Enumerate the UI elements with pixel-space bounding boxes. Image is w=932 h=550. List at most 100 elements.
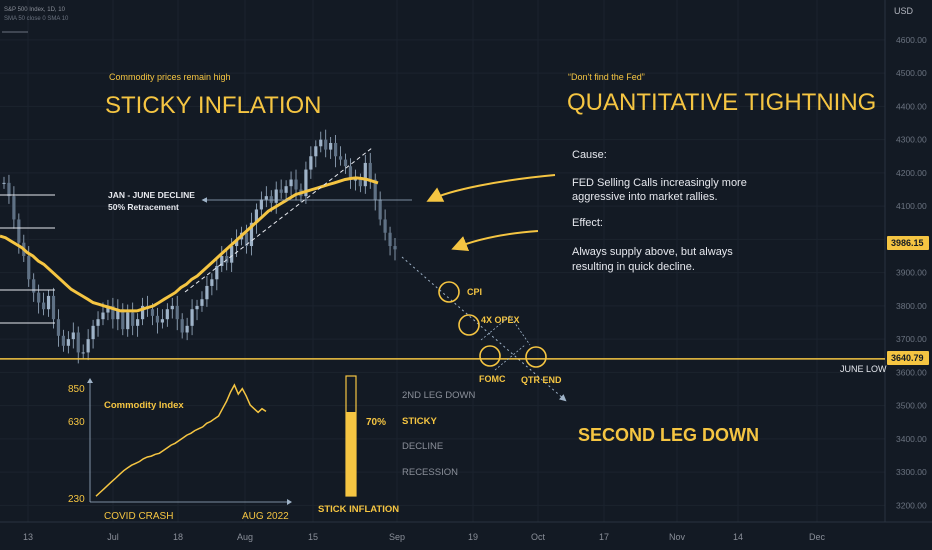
commodity-inset: 850 630 230 Commodity Index COVID CRASH … bbox=[68, 378, 292, 522]
right-caption: “Don't find the Fed” bbox=[568, 72, 645, 82]
inset-x-start: COVID CRASH bbox=[104, 511, 173, 522]
candle-body bbox=[338, 156, 343, 160]
last-price-badge bbox=[887, 236, 929, 250]
candle-body bbox=[244, 232, 249, 247]
event-qtr-end: QTR END bbox=[521, 375, 562, 385]
time-tick-label: Dec bbox=[809, 532, 826, 542]
inset-ytick-630: 630 bbox=[68, 417, 85, 428]
price-tick-label: 4400.00 bbox=[896, 101, 927, 111]
decline-label-1: JAN - JUNE DECLINE bbox=[108, 190, 195, 200]
candle-body bbox=[12, 196, 16, 220]
candle-body bbox=[91, 325, 95, 340]
gauge-level-decline: DECLINE bbox=[402, 441, 443, 452]
candle-body bbox=[71, 332, 75, 340]
gauge-fill bbox=[346, 412, 356, 496]
candle-body bbox=[190, 309, 194, 326]
right-title: QUANTITATIVE TIGHTNING bbox=[567, 89, 876, 116]
candle-body bbox=[254, 209, 259, 223]
left-caption: Commodity prices remain high bbox=[109, 72, 231, 82]
candle-body bbox=[368, 162, 372, 180]
cause-arrow bbox=[426, 174, 556, 202]
time-tick-label: 14 bbox=[733, 532, 743, 542]
candle-body bbox=[343, 159, 348, 167]
gauge-label: STICK INFLATION bbox=[318, 504, 399, 515]
candle-body bbox=[264, 196, 268, 200]
candle-body bbox=[76, 332, 80, 353]
candle-body bbox=[170, 305, 174, 310]
candle-body bbox=[324, 139, 328, 150]
decline-label-2: 50% Retracement bbox=[108, 202, 179, 212]
event-circle-cpi bbox=[438, 281, 460, 303]
candle-body bbox=[294, 179, 298, 190]
candle-body bbox=[131, 312, 135, 326]
candle-body bbox=[363, 162, 367, 187]
gauge-level-2nd-leg: 2ND LEG DOWN bbox=[402, 390, 476, 401]
candle-body bbox=[136, 319, 140, 326]
candle-body bbox=[175, 305, 179, 320]
candle-body bbox=[378, 199, 382, 220]
price-tick-label: 3300.00 bbox=[896, 467, 927, 477]
june-low-badge bbox=[887, 351, 929, 365]
candle-body bbox=[284, 186, 288, 193]
candle-body bbox=[2, 182, 6, 184]
price-axis-ticks: 4600.00 4500.00 4400.00 4300.00 4200.00 4100.… bbox=[896, 35, 927, 510]
grid-lines bbox=[0, 0, 885, 522]
price-tick-label: 4500.00 bbox=[896, 68, 927, 78]
june-low-text: JUNE LOW bbox=[840, 364, 887, 374]
candle-body bbox=[126, 312, 130, 330]
candle-body bbox=[314, 146, 318, 157]
inset-ytick-230: 230 bbox=[68, 494, 85, 505]
time-tick-label: 13 bbox=[23, 532, 33, 542]
price-tick-label: 4200.00 bbox=[896, 168, 927, 178]
candle-body bbox=[111, 305, 115, 320]
effect-heading: Effect: bbox=[572, 217, 603, 229]
candle-body bbox=[274, 189, 278, 203]
cause-text-2: aggressive into market rallies. bbox=[572, 191, 718, 203]
symbol-line: S&P 500 Index, 1D, 10 bbox=[4, 7, 66, 13]
time-tick-label: Oct bbox=[531, 532, 546, 542]
time-axis-ticks: 13 Jul 18 Aug 15 Sep 19 Oct 17 Nov 14 Dec bbox=[23, 532, 826, 542]
second-leg-title: SECOND LEG DOWN bbox=[578, 425, 759, 445]
candle-body bbox=[289, 179, 293, 187]
candle-body bbox=[116, 309, 120, 320]
price-axis-panel bbox=[885, 0, 932, 522]
candle-body bbox=[215, 265, 219, 280]
candle-body bbox=[37, 292, 41, 303]
time-tick-label: Sep bbox=[389, 532, 405, 542]
candle-body bbox=[309, 156, 313, 170]
last-price-label: 3986.15 bbox=[891, 238, 924, 248]
time-tick-label: 19 bbox=[468, 532, 478, 542]
effect-text-2: resulting in quick decline. bbox=[572, 261, 695, 273]
candle-body bbox=[329, 142, 333, 150]
price-tick-label: 4100.00 bbox=[896, 201, 927, 211]
gauge-level-recession: RECESSION bbox=[402, 467, 458, 478]
candle-body bbox=[121, 309, 125, 330]
candle-body bbox=[279, 189, 283, 193]
time-tick-label: Aug bbox=[237, 532, 253, 542]
candle-body bbox=[205, 285, 209, 300]
candle-body bbox=[269, 196, 273, 203]
candle-body bbox=[66, 339, 70, 346]
price-tick-label: 4600.00 bbox=[896, 35, 927, 45]
candle-body bbox=[56, 319, 61, 336]
time-tick-label: Jul bbox=[107, 532, 119, 542]
candle-body bbox=[51, 295, 56, 320]
event-fomc: FOMC bbox=[479, 374, 506, 384]
inset-y-arrow bbox=[87, 378, 93, 383]
candle-body bbox=[155, 315, 160, 323]
candle-body bbox=[230, 246, 234, 263]
event-opex: 4X OPEX bbox=[481, 315, 520, 325]
candle-body bbox=[393, 246, 397, 250]
time-tick-label: Nov bbox=[669, 532, 686, 542]
price-tick-label: 3600.00 bbox=[896, 367, 927, 377]
inset-x-arrow bbox=[287, 499, 292, 505]
sma-line bbox=[0, 176, 379, 313]
price-tick-label: 3400.00 bbox=[896, 434, 927, 444]
left-title: STICKY INFLATION bbox=[105, 92, 321, 119]
time-tick-label: 18 bbox=[173, 532, 183, 542]
candle-body bbox=[41, 302, 46, 310]
price-tick-label: 3500.00 bbox=[896, 401, 927, 411]
